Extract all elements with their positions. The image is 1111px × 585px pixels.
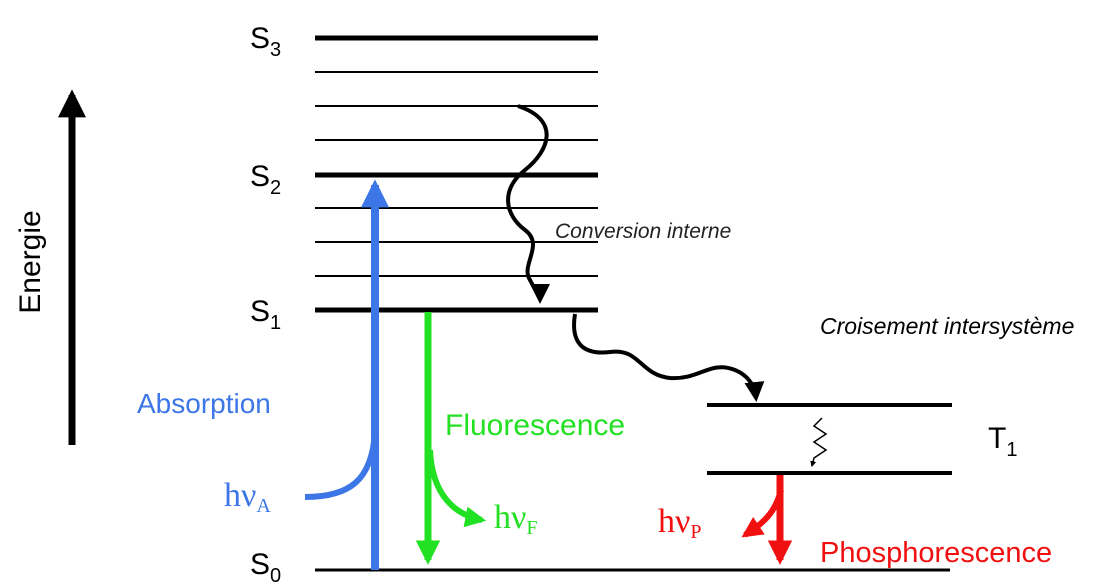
triplet-label: T1 — [988, 422, 1017, 461]
photon-label: hνF — [494, 499, 538, 539]
photon-in — [304, 431, 378, 500]
photon-out — [741, 489, 784, 538]
intersystem-crossing-arrow — [572, 313, 765, 402]
intersystem-crossing-label: Croisement intersystème — [820, 313, 1074, 339]
triplet-levels — [707, 403, 952, 475]
photon-out — [427, 449, 487, 528]
level-label: S2 — [250, 160, 281, 199]
photon-label: hνA — [224, 477, 271, 517]
level-label: S3 — [250, 22, 281, 61]
fluorescence-label: Fluorescence — [445, 409, 625, 442]
absorption-label: Absorption — [137, 388, 271, 419]
phosphorescence-label: Phosphorescence — [820, 537, 1052, 569]
internal-conversion-arrow — [506, 104, 550, 304]
level-label: S0 — [250, 548, 281, 585]
singlet-levels — [315, 35, 950, 572]
level-label: S1 — [250, 295, 281, 334]
internal-conversion-label: Conversion interne — [555, 220, 731, 243]
energy-label: Energie — [14, 210, 47, 313]
triplet-relaxation — [810, 417, 828, 468]
photon-label: hνP — [658, 503, 702, 543]
